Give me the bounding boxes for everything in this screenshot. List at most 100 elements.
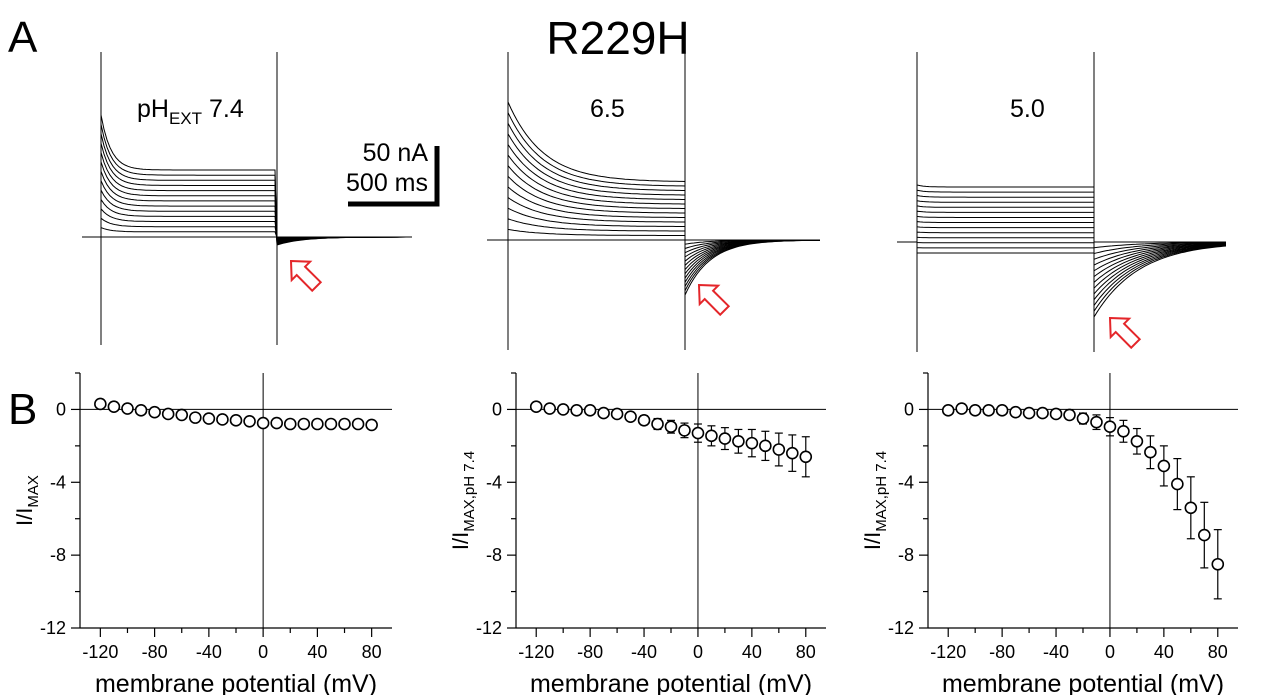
data-point — [982, 404, 995, 417]
y-axis-label-sub: MAX,pH 7.4 — [461, 451, 478, 532]
data-point — [1144, 445, 1157, 459]
data-point — [1022, 406, 1036, 420]
data-point — [705, 429, 718, 443]
data-point — [229, 414, 243, 427]
x-axis-label: membrane potential (mV) — [942, 670, 1224, 695]
data-point — [121, 402, 134, 415]
x-tick-label: 40 — [742, 642, 762, 662]
data-point — [732, 435, 745, 448]
y-axis-label: I/IMAX,pH 7.4 — [448, 451, 478, 550]
y-axis-label: I/IMAX — [12, 475, 42, 526]
data-point — [175, 408, 189, 422]
current-traces — [82, 52, 1227, 352]
x-tick-label: 0 — [693, 642, 703, 662]
data-point — [1184, 501, 1198, 515]
current-trace — [897, 205, 1227, 296]
iv-plot-1: -120 -80 -40 0 40 80 0 -4 -8 -12 membrane potentia… — [448, 372, 826, 695]
y-tick-label: -4 — [50, 472, 66, 492]
data-point — [365, 418, 378, 432]
data-point — [202, 412, 216, 425]
data-point — [745, 436, 759, 450]
current-trace — [897, 215, 1227, 284]
data-point — [1157, 459, 1171, 473]
data-point — [1063, 408, 1076, 422]
x-tick-label: -40 — [196, 642, 222, 662]
current-trace — [897, 221, 1227, 278]
data-point — [297, 417, 311, 431]
data-point — [941, 404, 955, 417]
y-tick-label: 0 — [904, 399, 914, 419]
y-tick-label: -8 — [486, 545, 502, 565]
x-tick-label: -80 — [989, 642, 1015, 662]
data-point — [1036, 406, 1049, 420]
x-tick-label: 0 — [258, 642, 268, 662]
data-point — [1117, 424, 1130, 438]
data-point — [543, 402, 556, 415]
data-point — [256, 416, 270, 430]
data-point — [94, 397, 107, 411]
current-trace — [897, 241, 1227, 255]
y-tick-label: -12 — [40, 618, 66, 638]
x-tick-label: -120 — [930, 642, 966, 662]
data-point — [624, 410, 637, 424]
y-tick-label: 0 — [492, 399, 502, 419]
data-point — [597, 406, 610, 420]
current-trace — [897, 184, 1227, 319]
current-trace — [897, 226, 1227, 272]
x-tick-label: 80 — [362, 642, 382, 662]
trace-label-ph74: pHEXT 7.4 — [137, 95, 244, 128]
data-point — [161, 407, 175, 421]
x-tick-label: 80 — [1208, 642, 1228, 662]
data-point — [570, 404, 583, 417]
panel-a-letter: A — [8, 13, 38, 62]
y-tick-label: -12 — [888, 618, 914, 638]
data-point — [1049, 407, 1063, 421]
trace-label-ph74-value: 7.4 — [209, 95, 244, 123]
data-point — [583, 404, 597, 417]
current-trace — [897, 241, 1226, 254]
data-point — [107, 400, 121, 413]
current-trace — [897, 200, 1227, 302]
data-point — [718, 432, 732, 445]
y-tick-label: -12 — [476, 618, 502, 638]
y-axis-label-main: I/I — [860, 532, 885, 550]
scale-bar — [348, 146, 440, 207]
current-trace — [897, 189, 1227, 313]
current-trace — [82, 114, 412, 246]
data-point — [283, 417, 297, 431]
current-trace — [897, 210, 1227, 290]
current-trace — [487, 153, 820, 276]
data-point — [1198, 528, 1211, 542]
data-point — [786, 446, 799, 460]
x-tick-label: -40 — [1043, 642, 1069, 662]
data-point — [216, 413, 229, 426]
trace-label-ph65: 6.5 — [590, 95, 625, 123]
trace-set-2 — [897, 52, 1227, 352]
y-tick-label: -8 — [898, 545, 914, 565]
data-point — [772, 443, 786, 456]
data-point — [243, 414, 256, 428]
current-trace — [897, 236, 1227, 261]
x-tick-label: 80 — [796, 642, 816, 662]
x-axis-label: membrane potential (mV) — [95, 670, 377, 695]
data-point — [189, 411, 202, 424]
data-point — [556, 403, 570, 416]
x-tick-label: -80 — [577, 642, 603, 662]
data-point — [678, 424, 691, 437]
x-tick-label: -120 — [82, 642, 118, 662]
data-point — [134, 404, 148, 417]
scale-bar-time-label: 500 ms — [346, 169, 428, 197]
x-tick-label: 40 — [1154, 642, 1174, 662]
data-point — [664, 420, 678, 434]
y-axis-label-sub: MAX — [25, 475, 42, 508]
data-point — [799, 450, 813, 464]
data-point — [759, 439, 772, 453]
x-tick-label: -40 — [631, 642, 657, 662]
red-arrow-icon — [289, 259, 323, 293]
trace-set-0 — [82, 52, 412, 345]
y-axis-label-main: I/I — [448, 532, 473, 550]
data-point — [610, 407, 624, 421]
x-tick-label: 0 — [1105, 642, 1115, 662]
y-tick-label: -4 — [486, 472, 502, 492]
data-point — [270, 416, 283, 430]
